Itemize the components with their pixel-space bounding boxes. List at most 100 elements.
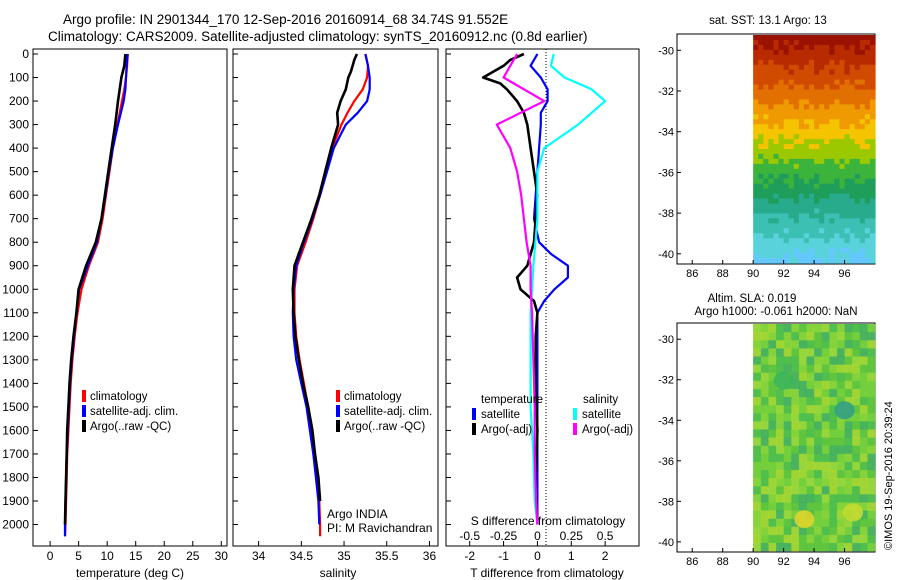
sst-field-cell <box>864 228 871 234</box>
sst-field-cell <box>834 228 841 234</box>
sst-field-cell <box>814 39 820 46</box>
sst-field-cell <box>763 104 769 110</box>
sst-field-cell <box>768 129 775 135</box>
sla-field-cell <box>814 413 823 422</box>
x-tick-label: 34.5 <box>290 549 314 563</box>
sla-field-cell <box>768 469 777 479</box>
sst-field-cell <box>753 104 759 110</box>
sst-field-cell <box>773 173 780 180</box>
sla-field-cell <box>821 348 830 357</box>
sst-field-cell <box>814 168 820 175</box>
sst-field-cell <box>839 149 846 155</box>
sst-field-cell <box>758 44 764 51</box>
sst-field-cell <box>844 109 851 115</box>
sst-field-cell <box>869 243 876 249</box>
sla-field-cell <box>760 502 769 511</box>
sla-field-cell <box>867 534 876 544</box>
sla-field-cell <box>783 348 792 357</box>
sst-field-cell <box>819 69 825 76</box>
sst-field-cell <box>824 49 830 56</box>
sst-field-cell <box>768 233 775 239</box>
y-tick-label: 900 <box>9 259 29 273</box>
sla-field-cell <box>791 478 800 487</box>
sst-field-cell <box>839 109 846 115</box>
sst-field-cell <box>763 84 769 91</box>
sla-field-cell <box>867 429 876 438</box>
sst-field-cell <box>768 74 775 81</box>
sla-field-cell <box>768 453 777 463</box>
sla-field-cell <box>768 388 777 398</box>
sst-field-cell <box>819 119 825 125</box>
difference-secondary-xlabel: S difference from climatology <box>471 514 626 528</box>
sst-field-cell <box>819 109 825 115</box>
sla-field-cell <box>783 413 792 422</box>
sla-field-cell <box>791 413 800 422</box>
sst-field-cell <box>829 243 835 249</box>
sla-field-cell <box>791 445 800 455</box>
sla-field-cell <box>867 372 876 382</box>
sst-field-cell <box>778 89 785 96</box>
sst-field-cell <box>844 183 851 190</box>
sst-field-cell <box>753 35 759 41</box>
map-y-tick-label: -30 <box>658 334 674 346</box>
sla-field-cell <box>821 445 830 455</box>
sla-field-cell <box>806 348 815 357</box>
sst-field-cell <box>778 193 785 200</box>
sst-field-cell <box>819 248 825 254</box>
sst-field-cell <box>793 84 800 91</box>
sla-field-cell <box>844 388 853 398</box>
sst-field-cell <box>793 134 800 140</box>
sst-field-cell <box>839 228 846 234</box>
sst-field-cell <box>758 99 764 105</box>
sst-field-cell <box>753 54 759 61</box>
sst-field-cell <box>783 198 790 205</box>
y-tick-label: 1500 <box>2 400 29 414</box>
x-tick-label: 20 <box>158 549 172 563</box>
sst-field-cell <box>829 203 835 210</box>
sst-field-cell <box>803 134 810 140</box>
sla-field-cell <box>753 502 762 511</box>
sla-field-cell <box>814 332 823 341</box>
sst-field-cell <box>758 248 764 254</box>
sst-field-cell <box>849 203 856 210</box>
sst-field-cell <box>773 258 780 264</box>
x-tick-label: 34 <box>252 549 266 563</box>
sst-field-cell <box>778 198 785 205</box>
sla-field-cell <box>791 372 800 382</box>
sst-field-cell <box>788 248 795 254</box>
sst-field-cell <box>834 193 841 200</box>
sla-field-cell <box>844 478 853 487</box>
sst-field-cell <box>763 198 769 205</box>
sst-field-cell <box>854 129 861 135</box>
sla-field-cell <box>783 478 792 487</box>
secondary-x-tick-label: 0.25 <box>560 529 584 543</box>
sst-field-cell <box>798 253 805 259</box>
sst-field-cell <box>763 213 769 219</box>
sst-field-cell <box>809 59 815 66</box>
sla-field-cell <box>760 388 769 398</box>
sst-field-cell <box>809 109 815 115</box>
sst-field-cell <box>758 39 764 46</box>
sst-field-cell <box>869 69 876 76</box>
sst-field-cell <box>763 208 769 215</box>
sla-field-cell <box>753 396 762 406</box>
sst-field-cell <box>773 54 780 61</box>
sst-field-cell <box>793 94 800 101</box>
sst-field-cell <box>753 233 759 239</box>
sst-field-cell <box>814 104 820 110</box>
sst-field-cell <box>819 35 825 41</box>
sst-field-cell <box>758 173 764 180</box>
sst-field-cell <box>758 149 764 155</box>
sst-field-cell <box>854 228 861 234</box>
sst-field-cell <box>753 188 759 195</box>
sla-field-cell <box>829 534 838 544</box>
sst-field-cell <box>844 84 851 91</box>
sst-field-cell <box>798 99 805 105</box>
sla-field-cell <box>753 542 762 552</box>
sst-field-cell <box>849 59 856 66</box>
sst-field-cell <box>798 119 805 125</box>
sst-field-cell <box>864 153 871 160</box>
sla-field-cell <box>776 469 785 479</box>
sst-field-cell <box>793 218 800 224</box>
sst-field-cell <box>819 163 825 170</box>
